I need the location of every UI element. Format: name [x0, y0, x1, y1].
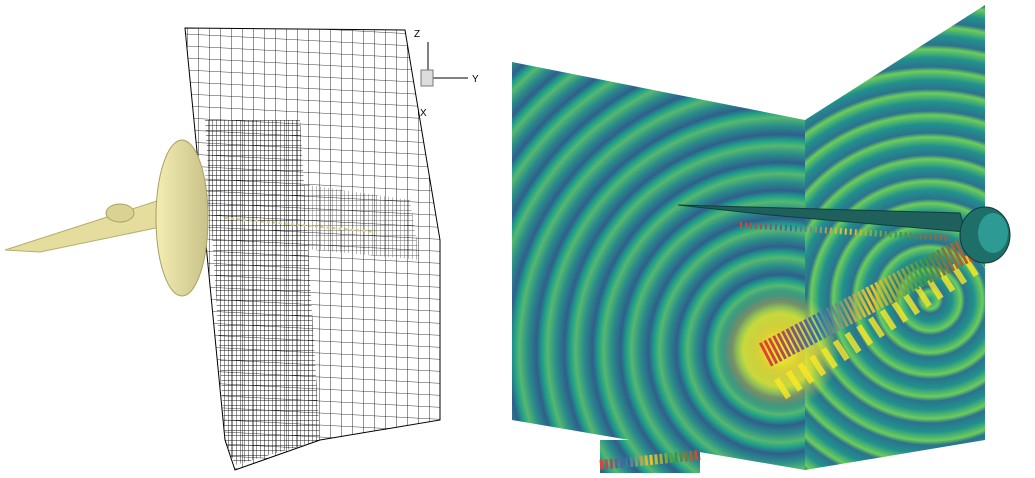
flow-visualization: [512, 5, 1010, 473]
triad-box: [421, 70, 433, 86]
page: Z Y X (() => { const data = JSON.parse(d…: [0, 0, 1035, 473]
y-label: Y: [472, 74, 479, 85]
axis-triad: Z Y X: [414, 29, 479, 119]
mesh-box: [185, 28, 440, 470]
plane-left: [512, 62, 805, 470]
figure: Z Y X: [0, 0, 1035, 473]
z-label: Z: [414, 29, 420, 40]
x-label: X: [420, 108, 427, 119]
fuselage-end: [978, 213, 1008, 253]
aircraft: [5, 140, 208, 296]
